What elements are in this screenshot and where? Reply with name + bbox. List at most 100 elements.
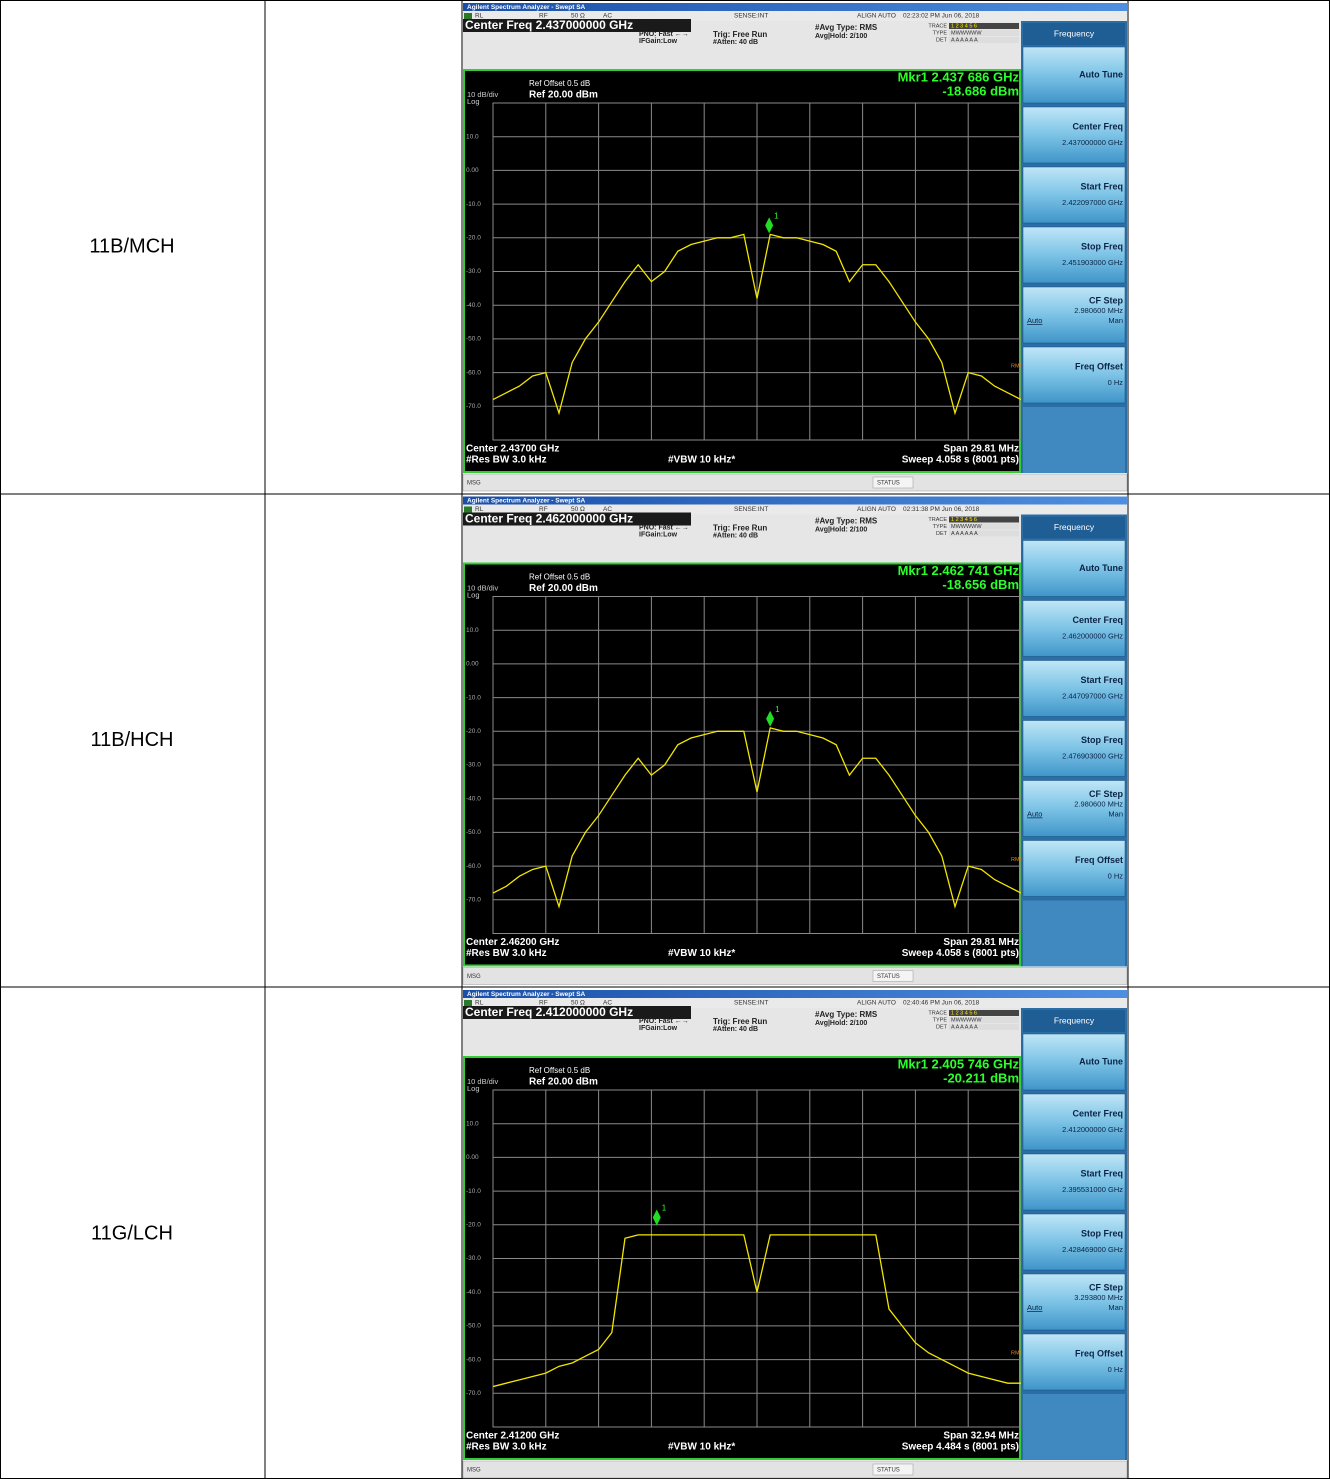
softkey-label: Stop Freq (1081, 735, 1123, 745)
y-tick-label: -20.0 (466, 728, 481, 735)
y-tick-label: -50.0 (466, 829, 481, 836)
softkey-label: Start Freq (1080, 181, 1123, 191)
softkey-label: Auto Tune (1079, 1056, 1123, 1066)
softkey-label: Center Freq (1072, 1108, 1123, 1118)
softkey-header-text: Frequency (1054, 522, 1095, 532)
marker-id: 1 (662, 1204, 667, 1213)
y-tick-label: -10.0 (466, 201, 481, 208)
y-tick-label: -40.0 (466, 302, 481, 309)
softkey[interactable] (1023, 601, 1125, 657)
softkey-label: Freq Offset (1075, 361, 1123, 371)
ifgain: IFGain:Low (639, 531, 678, 538)
report-table: 11B/MCH Agilent Spectrum Analyzer - Swept… (0, 0, 1330, 1479)
page: {"rows":[ {"label":"11B/MCH","screen":{ … (0, 0, 1330, 1479)
status-item: SENSE:INT (734, 13, 768, 20)
softkey-label: CF Step (1089, 789, 1124, 799)
status-item: ALIGN AUTO (857, 506, 896, 513)
softkey-blank (1023, 407, 1125, 473)
y-tick-label: -60.0 (466, 863, 481, 870)
avg-type: #Avg Type: RMS (815, 517, 878, 526)
span-label: Span 29.81 MHz (943, 444, 1019, 455)
softkey[interactable] (1023, 167, 1125, 223)
softkey-label: Stop Freq (1081, 241, 1123, 251)
softkey-label: Start Freq (1080, 675, 1123, 685)
y-tick-label: -50.0 (466, 1323, 481, 1330)
softkey-label: Auto Tune (1079, 69, 1123, 79)
softkey-man: Man (1108, 809, 1123, 818)
softkey[interactable] (1023, 661, 1125, 717)
softkey-man: Man (1108, 316, 1123, 325)
softkey-blank (1023, 901, 1125, 967)
y-tick-label: -60.0 (466, 1356, 481, 1363)
softkey-label: Start Freq (1080, 1168, 1123, 1178)
center-freq-title: Center Freq 2.462000000 GHz (465, 511, 633, 525)
y-tick-label: -40.0 (466, 795, 481, 802)
sweep-label: Sweep 4.058 s (8001 pts) (902, 455, 1019, 466)
msg-bar (463, 474, 1127, 491)
trace-info-label: DET (936, 531, 948, 537)
pno: PNO: Fast ←→ (639, 31, 689, 38)
softkey[interactable] (1023, 347, 1125, 403)
softkey-blank (1023, 1394, 1125, 1460)
softkey[interactable] (1023, 1214, 1125, 1270)
avg-hold: Avg|Hold: 2/100 (815, 1020, 867, 1027)
marker-level: -20.211 dBm (943, 1070, 1019, 1085)
softkey-value: 2.980600 MHz (1074, 306, 1123, 315)
marker-id: 1 (774, 211, 779, 220)
softkey-label: Stop Freq (1081, 1228, 1123, 1238)
app-title: Agilent Spectrum Analyzer - Swept SA (467, 4, 586, 11)
trace-info-value: MWWWWW (951, 524, 982, 530)
trig: Trig: Free Run (713, 1017, 767, 1026)
trig: Trig: Free Run (713, 524, 767, 533)
trace-info-label: TRACE (928, 1010, 947, 1016)
avg-hold: Avg|Hold: 2/100 (815, 33, 867, 40)
center-label: Center 2.41200 GHz (466, 1431, 559, 1442)
y-tick-label: 10.0 (466, 1120, 479, 1127)
msg-label: MSG (467, 1468, 481, 1474)
app-title: Agilent Spectrum Analyzer - Swept SA (467, 497, 586, 504)
trace-info-value: MWWWWW (951, 30, 982, 36)
y-tick-label: 10.0 (466, 627, 479, 634)
log: Log (467, 97, 480, 106)
softkey-label: CF Step (1089, 295, 1124, 305)
softkey-value: 2.428469000 GHz (1062, 1245, 1123, 1254)
softkey[interactable] (1023, 1154, 1125, 1210)
ref-offset: Ref Offset 0.5 dB (529, 79, 590, 88)
avg-type: #Avg Type: RMS (815, 23, 878, 32)
trig: Trig: Free Run (713, 30, 767, 39)
softkey-label: Auto Tune (1079, 563, 1123, 573)
softkey[interactable] (1023, 1334, 1125, 1390)
softkey-label: Freq Offset (1075, 855, 1123, 865)
rbw-label: #Res BW 3.0 kHz (466, 1442, 547, 1453)
sweep-label: Sweep 4.484 s (8001 pts) (902, 1442, 1019, 1453)
row-label: 11B/HCH (91, 729, 174, 751)
softkey[interactable] (1023, 107, 1125, 163)
softkey-label: Center Freq (1072, 615, 1123, 625)
row-label: 11G/LCH (91, 1222, 173, 1244)
softkey-value: 2.476903000 GHz (1062, 751, 1123, 760)
ref-level: Ref 20.00 dBm (529, 583, 598, 594)
pno: PNO: Fast ←→ (639, 1018, 689, 1025)
softkey-value: 0 Hz (1108, 378, 1124, 387)
marker-freq: Mkr1 2.405 746 GHz (898, 1056, 1020, 1071)
vbw-label: #VBW 10 kHz* (668, 1442, 735, 1453)
msg-bar (463, 968, 1127, 985)
softkey[interactable] (1023, 1094, 1125, 1150)
ifgain: IFGain:Low (639, 38, 678, 45)
trace-info-value: A A A A A A (951, 531, 978, 537)
softkey[interactable] (1023, 721, 1125, 777)
trace-info-value: A A A A A A (951, 1024, 978, 1030)
trace-info-label: TRACE (928, 23, 947, 29)
softkey-value: 2.395531000 GHz (1062, 1185, 1123, 1194)
log: Log (467, 1084, 480, 1093)
y-tick-label: -50.0 (466, 336, 481, 343)
span-label: Span 29.81 MHz (943, 937, 1019, 948)
softkey-label: Center Freq (1072, 121, 1123, 131)
softkey[interactable] (1023, 841, 1125, 897)
softkey-value: 0 Hz (1108, 871, 1124, 880)
softkey[interactable] (1023, 227, 1125, 283)
row-label: 11B/MCH (89, 235, 174, 257)
status-label: STATUS (877, 974, 900, 980)
softkey-value: 2.422097000 GHz (1062, 198, 1123, 207)
